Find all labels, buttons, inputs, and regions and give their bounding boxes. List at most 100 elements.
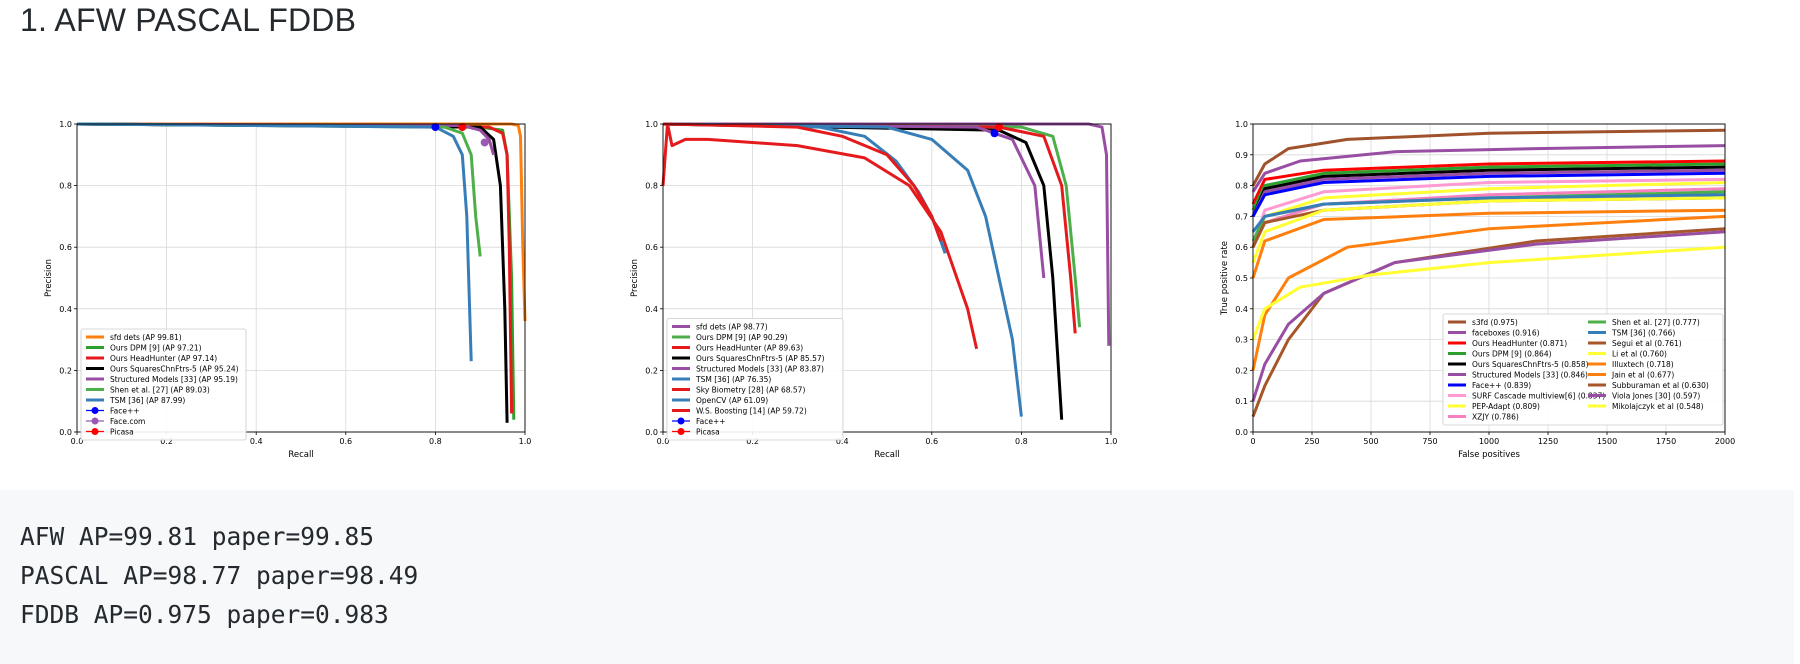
legend-entry: s3fd (0.975): [1472, 318, 1518, 327]
y-tick-label: 1.0: [1235, 120, 1248, 129]
series-line: [1251, 230, 1726, 402]
legend-entry: Structured Models [33] (AP 95.19): [110, 375, 238, 384]
series-line: [76, 122, 496, 156]
chart-afw: 0.0 0.2 0.4 0.6 0.8 1.0 0.0 0.2 0.4 0.6 0.8 1.0 Reca…: [44, 120, 531, 460]
x-tick-label: 0.4: [250, 437, 263, 446]
plot-frame: [76, 123, 526, 433]
plots-row: 0.0 0.2 0.4 0.6 0.8 1.0 0.0 0.2 0.4 0.6 0.8 1.0 Reca…: [0, 100, 1800, 480]
legend-entry: Picasa: [696, 428, 720, 437]
x-tick-label: 0.0: [657, 437, 670, 446]
legend-entry: faceboxes (0.916): [1472, 329, 1540, 338]
series-line: [1251, 214, 1726, 371]
legend-marker: [91, 428, 99, 435]
series-line: [662, 122, 947, 254]
legend-entry: XZJY (0.786): [1472, 413, 1519, 422]
y-axis-label: Precision: [630, 259, 640, 297]
x-tick-label: 0.0: [71, 437, 84, 446]
legend-entry: Ours HeadHunter (AP 97.14): [110, 354, 217, 363]
x-tick-label: 0: [1250, 437, 1255, 446]
series-line: [662, 122, 943, 242]
x-tick-label: 1250: [1538, 437, 1558, 446]
legend-entry: Picasa: [110, 428, 134, 437]
y-tick-label: 0.8: [1235, 182, 1248, 191]
x-tick-label: 0.8: [1015, 437, 1028, 446]
series-line: [662, 122, 1023, 417]
plot-frame: [662, 123, 1112, 433]
legend-box: [80, 328, 247, 441]
code-line-fddb: FDDB AP=0.975 paper=0.983: [20, 600, 389, 629]
x-tick-label: 1500: [1597, 437, 1617, 446]
y-tick-label: 1.0: [645, 120, 658, 129]
x-axis-label: Recall: [288, 450, 313, 460]
legend-entry: SURF Cascade multiview[6] (0.837): [1472, 392, 1605, 401]
legend-marker: [91, 407, 99, 414]
legend-entry: Viola Jones [30] (0.597): [1612, 392, 1700, 401]
series-line: [662, 122, 1046, 279]
legend-entry: Subburaman et al (0.630): [1612, 381, 1709, 390]
legend-entry: Structured Models [33] (0.846): [1472, 371, 1588, 380]
y-tick-label: 0.0: [59, 428, 72, 437]
legend-entry: W.S. Boosting [14] (AP 59.72): [696, 407, 807, 416]
series-line: [662, 122, 1082, 328]
y-tick-label: 0.5: [1235, 274, 1248, 283]
x-tick-label: 0.6: [339, 437, 352, 446]
legend-entry: TSM [36] (0.766): [1611, 329, 1675, 338]
legend-entry: Face++: [696, 417, 726, 426]
x-tick-label: 1000: [1479, 437, 1499, 446]
series-line: [661, 122, 979, 350]
y-tick-label: 0.8: [645, 182, 658, 191]
y-tick-label: 0.2: [59, 366, 72, 375]
y-tick-label: 0.4: [645, 305, 658, 314]
chart-pascal: 0.0 0.2 0.4 0.6 0.8 1.0 0.0 0.2 0.4 0.6 0.8 1.0 Reca…: [630, 120, 1118, 460]
x-tick-label: 0.2: [746, 437, 759, 446]
chart-fddb: 0 250 500 750 1000 1250 1500 1750 2000 0.0 0.1 0.2 0…: [1220, 120, 1735, 460]
y-tick-label: 1.0: [59, 120, 72, 129]
y-tick-label: 0.2: [645, 366, 658, 375]
series-line: [77, 122, 527, 322]
marker-point: [480, 138, 489, 147]
x-tick-label: 1750: [1656, 437, 1676, 446]
code-output-block: AFW AP=99.81 paper=99.85 PASCAL AP=98.77…: [0, 490, 1794, 664]
x-axis-label: Recall: [874, 450, 899, 460]
legend-entry: TSM [36] (AP 87.99): [109, 396, 185, 405]
x-tick-label: 0.2: [160, 437, 173, 446]
x-tick-label: 1.0: [1105, 437, 1118, 446]
x-tick-label: 0.8: [429, 437, 442, 446]
x-tick-label: 0.4: [836, 437, 849, 446]
series-line: [1251, 196, 1726, 264]
marker-point: [995, 123, 1003, 132]
y-tick-label: 0.6: [645, 243, 658, 252]
legend-marker: [91, 417, 99, 425]
legend-entry: Ours DPM [9] (AP 97.21): [110, 344, 202, 353]
legend-entry: Ours SquaresChnFtrs-5 (AP 85.57): [696, 354, 825, 363]
legend-entry: TSM [36] (AP 76.35): [695, 375, 771, 384]
legend-marker: [677, 428, 685, 435]
page-heading: 1. AFW PASCAL FDDB: [20, 2, 357, 38]
series-line: [1251, 128, 1726, 187]
legend-entry: OpenCV (AP 61.09): [696, 396, 768, 405]
legend-entry: sfd dets (AP 99.81): [110, 333, 182, 342]
legend-entry: Mikolajczyk et al (0.548): [1612, 402, 1704, 411]
plot-frame: [1252, 123, 1726, 433]
series-line: [1251, 193, 1726, 233]
y-tick-label: 0.7: [1235, 212, 1248, 221]
legend-entry: Segui et al (0.761): [1612, 339, 1682, 348]
legend-entry: Ours DPM [9] (AP 90.29): [696, 333, 788, 342]
legend-entry: PEP-Adapt (0.809): [1472, 402, 1540, 411]
marker-point: [990, 129, 999, 138]
series-line: [1251, 159, 1726, 205]
y-tick-label: 0.0: [1235, 428, 1248, 437]
series-line: [663, 122, 1111, 346]
y-tick-label: 0.6: [1235, 243, 1248, 252]
legend-entry: Ours SquaresChnFtrs-5 (0.858): [1472, 360, 1589, 369]
y-tick-label: 0.0: [645, 428, 658, 437]
legend-entry: Face++: [110, 407, 140, 416]
legend-entry: Ours HeadHunter (AP 89.63): [696, 344, 803, 353]
x-tick-label: 250: [1304, 437, 1319, 446]
y-tick-label: 0.6: [59, 243, 72, 252]
marker-point: [458, 123, 467, 132]
legend-entry: Li et al (0.760): [1612, 350, 1667, 359]
legend-box: [1442, 313, 1724, 426]
series-line: [1251, 144, 1726, 193]
legend-box: [666, 318, 844, 441]
